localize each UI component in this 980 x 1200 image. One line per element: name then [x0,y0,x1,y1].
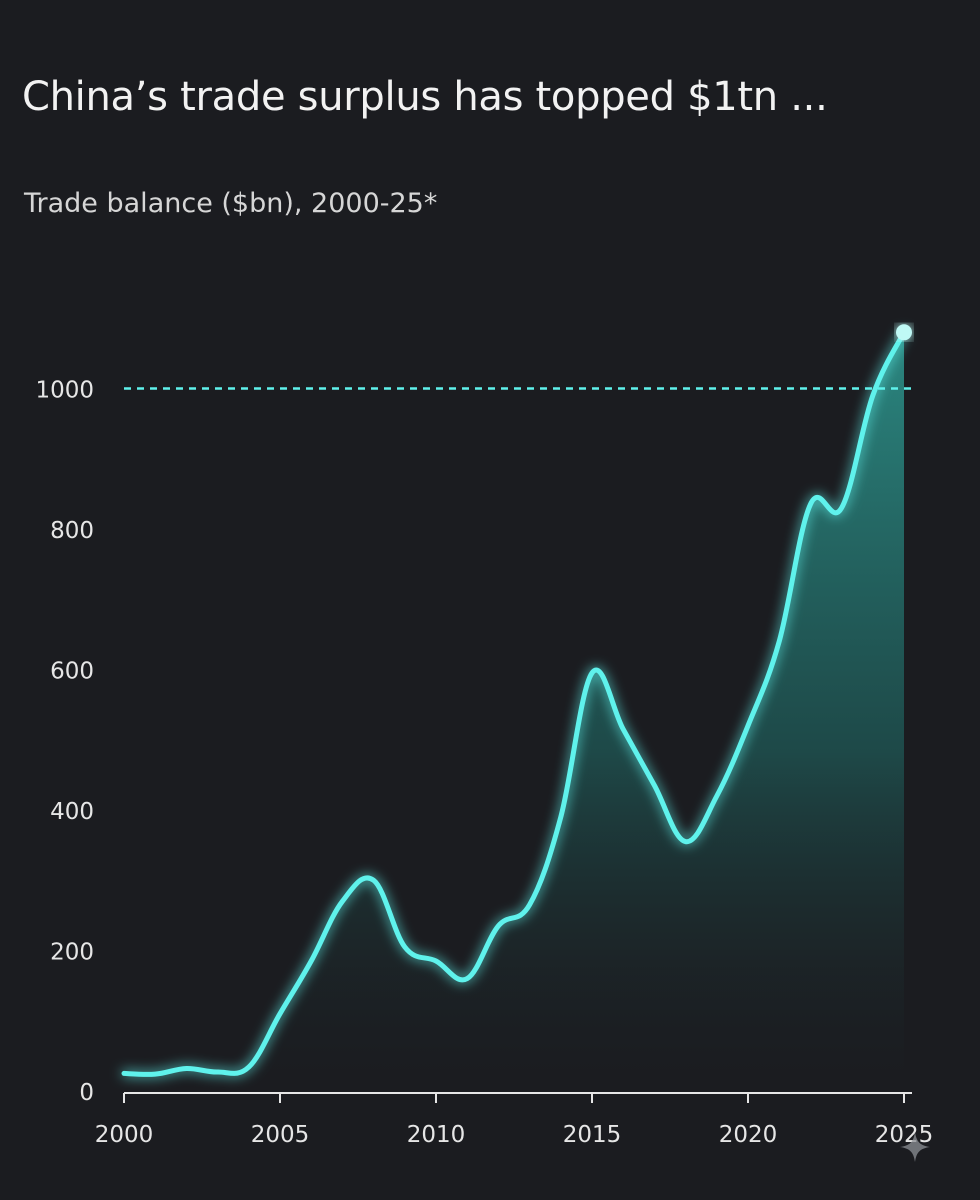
chart-title: China’s trade surplus has topped $1tn ..… [22,74,828,120]
x-axis [123,1092,912,1103]
y-tick-label-0: 0 [79,1080,94,1106]
x-tick-label-2015: 2015 [563,1122,622,1148]
y-tick-label-200: 200 [50,940,94,966]
x-tick-label-2000: 2000 [95,1122,154,1148]
chart-subtitle: Trade balance ($bn), 2000-25* [24,188,438,219]
x-tick-label-2020: 2020 [719,1122,778,1148]
x-tick-label-2005: 2005 [251,1122,310,1148]
area-fill-layer [124,332,904,1091]
y-tick-label-600: 600 [50,659,94,685]
series-line [121,329,907,1077]
sparkle-icon [900,1132,930,1162]
end-point-marker [896,324,912,341]
x-tick-label-2025: 2025 [875,1122,934,1148]
x-tick-label-2010: 2010 [407,1122,466,1148]
area-fill [124,332,904,1091]
y-tick-label-800: 800 [50,518,94,544]
tick-labels: 0 200 400 600 800 1000 2000 2005 2010 2015 2020 202… [35,378,933,1149]
y-tick-label-400: 400 [50,799,94,825]
series-line-layer [121,324,912,1077]
y-tick-label-1000: 1000 [35,378,94,404]
